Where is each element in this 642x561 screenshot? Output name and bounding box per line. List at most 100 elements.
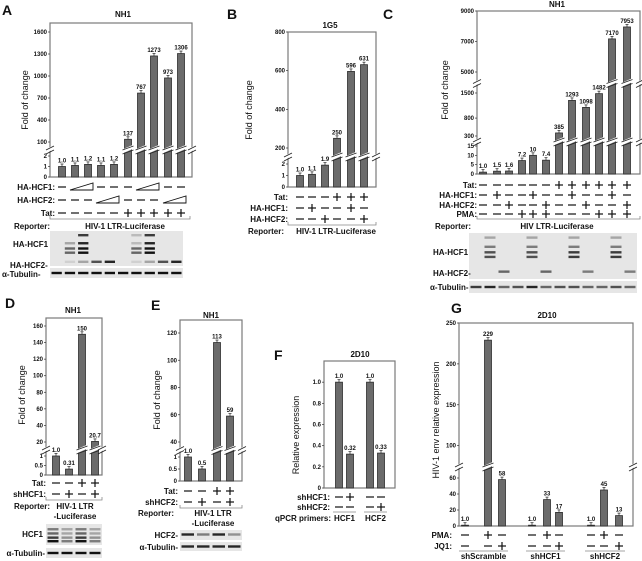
y-tick-label: 20 <box>36 440 43 446</box>
bar-axis-break-line <box>211 446 223 451</box>
panel-title: NH1 <box>203 311 220 320</box>
y-tick-label: 40 <box>36 423 43 429</box>
reporter-value: HIV-1 LTR-Luciferase <box>85 222 165 231</box>
bar-value-label: 1.0 <box>335 374 344 380</box>
blot-band <box>75 528 87 531</box>
bar <box>360 64 368 188</box>
y-tick-label: 250 <box>446 321 457 327</box>
bar-value-label: 250 <box>332 130 343 136</box>
blot-band <box>526 251 538 254</box>
bar-value-label: 1273 <box>147 48 161 54</box>
blot-band <box>78 271 89 275</box>
bar-axis-break-line <box>224 450 236 455</box>
y-tick-label: 2 <box>282 162 286 168</box>
bar-axis-break-line <box>224 446 236 451</box>
panel-title: NH1 <box>65 306 82 315</box>
y-tick-label: 600 <box>275 69 286 75</box>
bar-axis-break-line <box>621 141 633 147</box>
axis-break-right-line <box>371 152 381 158</box>
bar-value-label: 45 <box>601 482 608 488</box>
y-tick-label: 200 <box>275 146 286 152</box>
bar-value-label: 1482 <box>592 86 606 92</box>
blot-band <box>75 551 87 555</box>
bar-value-label: 1.0 <box>366 374 375 380</box>
blot-band <box>89 540 101 543</box>
condition-label: Tat: <box>41 209 55 218</box>
y-axis-label: Fold of change <box>244 80 254 140</box>
plot-frame <box>179 319 243 482</box>
condition-label: HA-HCF2: <box>17 196 55 205</box>
western-blot-image <box>180 542 242 551</box>
bar <box>484 339 492 527</box>
bar <box>150 55 158 178</box>
axis-break-left-line <box>175 450 185 455</box>
y-tick-label: 200 <box>446 362 457 368</box>
blot-label: HCF2- <box>154 531 178 540</box>
dose-wedge <box>69 182 94 191</box>
reporter-value: HIV-1 LTR-Luciferase <box>296 227 376 236</box>
y-tick-label: 300 <box>464 134 475 140</box>
y-tick-label: 0.2 <box>313 465 322 471</box>
blot-band <box>51 271 62 275</box>
bar <box>97 165 105 178</box>
blot-band <box>484 236 496 239</box>
bar <box>296 175 304 188</box>
bar-axis-break-line <box>135 149 147 155</box>
bar-axis-break-line <box>553 141 565 147</box>
bar-axis-break-line <box>606 83 618 88</box>
blot-band <box>470 285 482 289</box>
bar-value-label: 59 <box>227 408 234 414</box>
blot-band <box>144 242 155 245</box>
blot-band <box>568 251 580 254</box>
y-tick-label: 9000 <box>461 9 475 15</box>
bar-value-label: 1.2 <box>110 156 119 162</box>
bar-value-label: 973 <box>163 70 174 76</box>
blot-band <box>61 551 73 555</box>
y-tick-label: 400 <box>37 118 48 124</box>
bar-axis-break-line <box>211 450 223 455</box>
bar <box>493 170 501 175</box>
axis-break-right-line <box>635 138 642 143</box>
panel-title: 1G5 <box>322 21 338 30</box>
western-blot-image <box>50 268 183 278</box>
bar <box>377 452 385 489</box>
bar-value-label: 631 <box>359 57 370 63</box>
blot-band <box>171 260 182 263</box>
bar <box>124 138 132 178</box>
blot-band <box>78 242 89 245</box>
bar-value-label: 596 <box>346 63 357 69</box>
blot-band <box>624 270 636 273</box>
bar-axis-break-line <box>593 141 605 147</box>
reporter-label: Reporter: <box>14 222 50 231</box>
group-label: HCF1 <box>334 514 355 523</box>
condition-label: shHCF2: <box>297 503 330 512</box>
bar-value-label: 17 <box>556 504 563 510</box>
y-tick-label: 40 <box>449 492 456 498</box>
bar <box>623 26 631 175</box>
condition-label: Tat: <box>164 487 178 496</box>
axis-break-right-line <box>628 466 638 472</box>
axis-break-right-line <box>97 449 107 455</box>
group-label: shHCF1 <box>530 552 561 561</box>
blot-band <box>91 271 102 275</box>
y-tick-label: 0 <box>453 524 457 530</box>
group-label: HCF2 <box>365 514 386 523</box>
blot-band <box>610 255 622 259</box>
condition-label: shHCF2: <box>145 498 178 507</box>
y-axis-label: Fold of change <box>440 60 450 120</box>
dose-wedge <box>135 182 160 191</box>
panel-title: 2D10 <box>537 311 557 320</box>
bar-value-label: 20.7 <box>89 433 101 439</box>
condition-label: shHCF1: <box>13 490 46 499</box>
blot-band <box>610 236 622 239</box>
y-tick-label: 1600 <box>34 30 48 36</box>
blot-band <box>157 260 169 263</box>
panel-a: A NH1 Fold of change 0 1 2 100 400 700 1000 1300 16… <box>2 2 197 279</box>
blot-band <box>181 545 194 548</box>
blot-band <box>157 271 169 275</box>
reporter-value: HIV-1 LTR <box>194 509 231 518</box>
axis-break-left-line <box>472 137 482 143</box>
blot-band <box>554 285 566 289</box>
blot-band <box>61 532 73 535</box>
blot-band <box>212 533 225 536</box>
